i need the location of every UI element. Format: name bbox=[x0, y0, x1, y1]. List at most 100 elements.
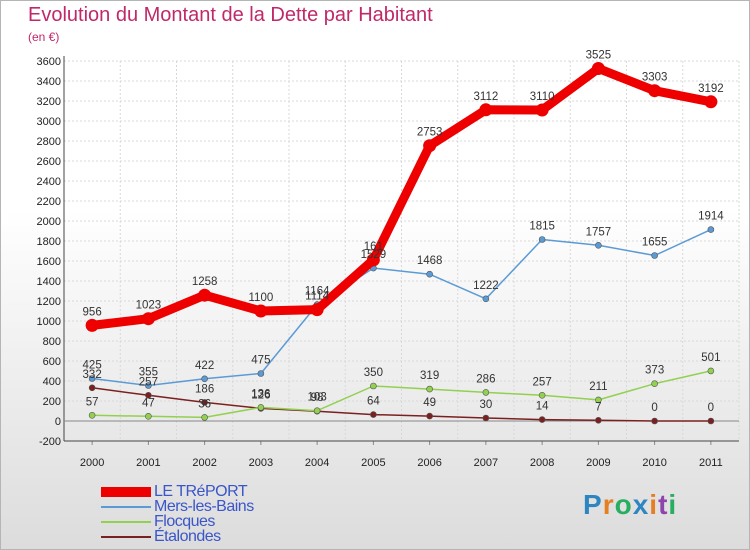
data-point bbox=[648, 84, 662, 98]
x-tick-label: 2007 bbox=[474, 457, 498, 469]
legend-label: Mers-les-Bains bbox=[154, 498, 254, 515]
data-label: 36 bbox=[198, 398, 211, 410]
data-label: 1914 bbox=[698, 211, 724, 223]
data-label: 3112 bbox=[474, 91, 499, 103]
data-point bbox=[707, 417, 715, 425]
data-point bbox=[141, 312, 155, 326]
data-point bbox=[88, 411, 96, 419]
data-label: 3303 bbox=[642, 72, 668, 84]
data-point bbox=[538, 416, 546, 423]
data-label: 47 bbox=[142, 397, 155, 409]
data-label: 355 bbox=[139, 367, 158, 379]
data-label: 161 bbox=[364, 241, 383, 253]
data-point bbox=[313, 407, 321, 415]
data-label: 186 bbox=[195, 383, 214, 395]
series-line-1 bbox=[91, 228, 712, 387]
y-tick-label: 800 bbox=[43, 336, 61, 348]
y-tick-label: 1800 bbox=[37, 236, 61, 248]
data-point bbox=[479, 103, 493, 117]
data-point bbox=[310, 303, 324, 317]
y-tick-label: 2400 bbox=[37, 176, 61, 188]
data-label: 257 bbox=[533, 376, 552, 388]
data-point bbox=[201, 414, 208, 421]
y-tick-label: 400 bbox=[43, 376, 61, 388]
data-label: 64 bbox=[367, 396, 380, 408]
data-point bbox=[591, 62, 605, 75]
legend-swatch bbox=[101, 521, 151, 523]
chart-unit: (en €) bbox=[28, 30, 60, 44]
data-label: 57 bbox=[86, 396, 99, 408]
data-point bbox=[88, 384, 96, 392]
y-tick-label: 0 bbox=[55, 416, 61, 428]
x-tick-label: 2000 bbox=[80, 457, 104, 469]
y-tick-label: 3000 bbox=[37, 116, 61, 128]
data-label: 1100 bbox=[249, 292, 274, 304]
logo-letter: r bbox=[602, 489, 615, 520]
proxiti-logo: Proxiti bbox=[583, 489, 677, 521]
data-point bbox=[651, 252, 658, 259]
y-tick-label: 1200 bbox=[37, 296, 61, 308]
data-label: 1468 bbox=[417, 255, 443, 267]
data-label: 1023 bbox=[136, 300, 162, 312]
data-label: 103 bbox=[308, 392, 327, 404]
data-point bbox=[595, 242, 602, 249]
data-label: 3110 bbox=[530, 91, 555, 103]
data-label: 7 bbox=[595, 401, 601, 413]
logo-letter: P bbox=[583, 489, 603, 520]
data-label: 14 bbox=[536, 401, 549, 413]
x-tick-label: 2001 bbox=[136, 457, 160, 469]
data-point bbox=[482, 295, 490, 303]
series-line-0 bbox=[87, 64, 716, 330]
x-tick-label: 2008 bbox=[530, 457, 554, 469]
data-label: 1222 bbox=[473, 280, 499, 292]
series-line-3 bbox=[91, 387, 712, 422]
x-tick-label: 2010 bbox=[642, 457, 666, 469]
legend-swatch bbox=[101, 536, 151, 538]
data-label: 319 bbox=[420, 370, 439, 382]
x-tick-label: 2004 bbox=[305, 457, 329, 469]
data-label: 1529 bbox=[361, 249, 387, 261]
y-tick-label: -200 bbox=[39, 436, 61, 448]
data-label: 30 bbox=[479, 399, 492, 411]
data-point bbox=[538, 236, 546, 243]
data-point bbox=[366, 253, 380, 267]
data-label: 373 bbox=[645, 365, 664, 377]
data-label: 257 bbox=[139, 376, 158, 388]
logo-letter: o bbox=[614, 489, 633, 520]
data-point bbox=[201, 399, 208, 406]
data-point bbox=[707, 226, 715, 233]
x-tick-label: 2011 bbox=[699, 457, 723, 469]
data-label: 1655 bbox=[642, 237, 668, 249]
data-point bbox=[145, 412, 152, 420]
y-tick-label: 2800 bbox=[37, 136, 61, 148]
data-point bbox=[704, 95, 718, 109]
y-tick-label: 3600 bbox=[37, 56, 61, 68]
data-label: 211 bbox=[589, 381, 607, 393]
line-chart: -200020040060080010001200140016001800200… bbox=[37, 50, 740, 469]
x-tick-label: 2009 bbox=[586, 457, 610, 469]
data-label: 332 bbox=[83, 369, 102, 381]
data-label: 1815 bbox=[529, 221, 555, 233]
data-point bbox=[651, 417, 658, 425]
data-label: 0 bbox=[651, 402, 657, 414]
data-label: 49 bbox=[423, 397, 436, 409]
data-point bbox=[651, 380, 658, 388]
data-label: 425 bbox=[83, 360, 102, 372]
logo-letter: i bbox=[649, 489, 659, 520]
data-point bbox=[198, 288, 212, 302]
data-label: 1164 bbox=[305, 286, 330, 298]
data-point bbox=[707, 367, 715, 375]
y-tick-label: 1600 bbox=[37, 256, 61, 268]
y-tick-label: 2200 bbox=[37, 196, 61, 208]
y-tick-label: 2000 bbox=[37, 216, 61, 228]
x-tick-label: 2006 bbox=[417, 457, 441, 469]
data-point bbox=[482, 389, 490, 396]
data-label: 2753 bbox=[417, 127, 443, 139]
data-point bbox=[88, 375, 96, 382]
data-point bbox=[426, 412, 433, 420]
data-point bbox=[201, 375, 208, 383]
data-label: 422 bbox=[195, 360, 214, 372]
data-label: 3192 bbox=[698, 83, 724, 95]
data-point bbox=[482, 414, 490, 422]
legend-label: Étalondes bbox=[154, 528, 221, 545]
